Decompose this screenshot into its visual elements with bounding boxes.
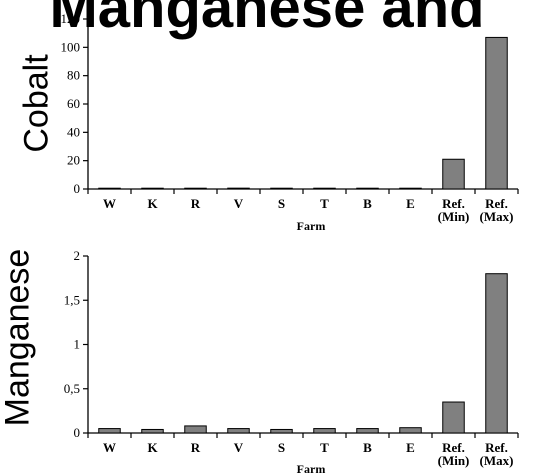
manganese-category-label: S <box>278 440 285 455</box>
page-title: Manganese and <box>49 0 485 40</box>
cobalt-bar <box>399 187 422 190</box>
manganese-y-tick-label: 0 <box>74 425 81 440</box>
manganese-category-label: T <box>320 440 329 455</box>
manganese-category-label: K <box>147 440 158 455</box>
manganese-bar <box>227 428 250 434</box>
manganese-y-tick-label: 1,5 <box>64 292 80 307</box>
manganese-y-tick-label: 1 <box>74 337 81 352</box>
manganese-category-label: R <box>191 440 201 455</box>
manganese-x-axis-title: Farm <box>297 462 326 476</box>
manganese-bar <box>184 425 207 434</box>
cobalt-bar <box>442 158 465 190</box>
manganese-category-label: E <box>406 440 415 455</box>
manganese-bar <box>356 428 379 434</box>
cobalt-y-tick-label: 120 <box>61 11 81 26</box>
cobalt-category-label: R <box>191 196 201 211</box>
cobalt-bar <box>98 187 121 190</box>
cobalt-category-label: W <box>103 196 116 211</box>
manganese-bar <box>313 428 336 434</box>
manganese-bar <box>141 428 164 434</box>
manganese-bar <box>485 273 508 434</box>
manganese-category-label: Ref. (Max) <box>480 440 514 468</box>
manganese-category-label: B <box>363 440 372 455</box>
cobalt-y-tick-label: 40 <box>67 124 80 139</box>
manganese-category-label: V <box>234 440 244 455</box>
cobalt-category-label: E <box>406 196 415 211</box>
manganese-y-tick-label: 2 <box>74 248 81 263</box>
cobalt-y-tick-label: 20 <box>67 153 80 168</box>
cobalt-category-label: B <box>363 196 372 211</box>
cobalt-bar <box>270 187 293 190</box>
cobalt-y-tick-label: 80 <box>67 68 80 83</box>
cobalt-category-label: V <box>234 196 244 211</box>
manganese-bar <box>399 427 422 434</box>
cobalt-bar <box>141 187 164 190</box>
cobalt-bar <box>485 36 508 190</box>
cobalt-category-label: Ref. (Max) <box>480 196 514 224</box>
cobalt-category-label: S <box>278 196 285 211</box>
manganese-category-label: Ref. (Min) <box>438 440 470 468</box>
manganese-bar <box>98 428 121 434</box>
cobalt-bar <box>184 187 207 190</box>
cobalt-x-axis-title: Farm <box>297 219 326 233</box>
manganese-y-tick-label: 0,5 <box>64 381 80 396</box>
manganese-bar <box>270 428 293 434</box>
cobalt-category-label: T <box>320 196 329 211</box>
cobalt-bar <box>356 187 379 190</box>
cobalt-y-tick-label: 100 <box>61 39 81 54</box>
cobalt-category-label: K <box>147 196 158 211</box>
cobalt-category-label: Ref. (Min) <box>438 196 470 224</box>
manganese-chart: 0 0,5 1 1,5 2 W K R V S T B E Ref. (Min) Ref. (Max) Farm <box>64 248 519 476</box>
cobalt-y-tick-label: 0 <box>74 181 81 196</box>
manganese-bar <box>442 401 465 434</box>
cobalt-bar <box>227 187 250 190</box>
cobalt-y-tick-label: 60 <box>67 96 80 111</box>
cobalt-bar <box>313 187 336 190</box>
manganese-category-label: W <box>103 440 116 455</box>
cobalt-chart: 0 20 40 60 80 100 120 W K R V S T B E Ref. (Min) Ref. (Max… <box>61 11 519 233</box>
